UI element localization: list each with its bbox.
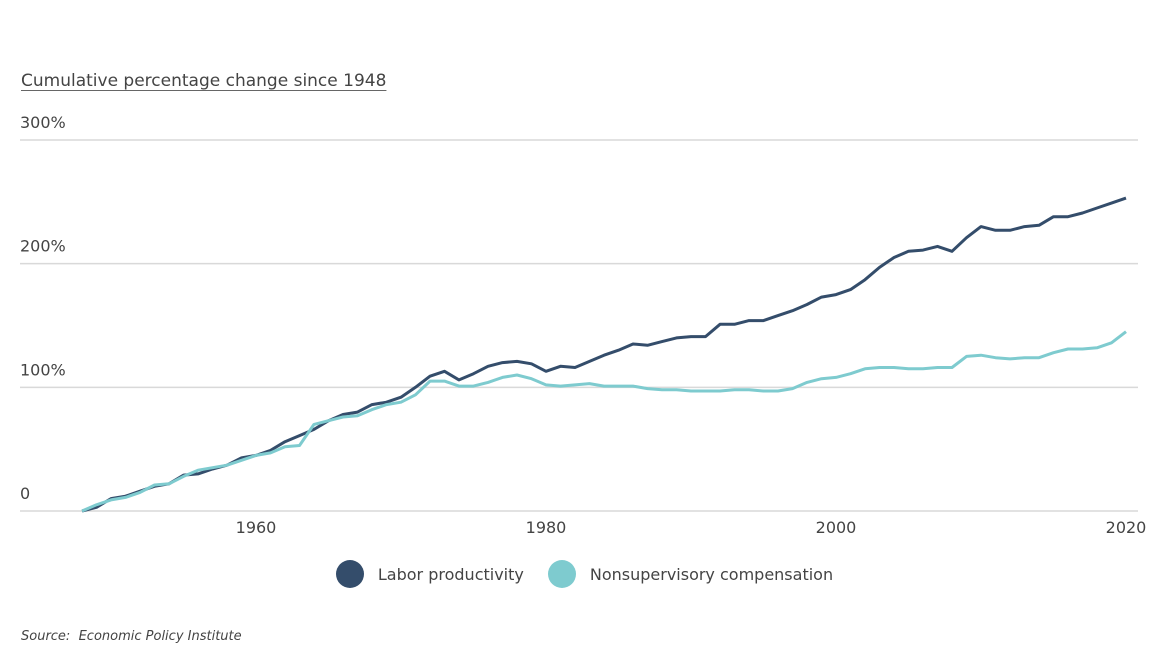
series-line-labor-productivity: [81, 196, 1127, 513]
y-tick-label: 200%: [20, 237, 66, 256]
y-tick-label: 100%: [20, 360, 66, 379]
x-tick-label: 2000: [816, 518, 857, 537]
legend-swatch: [335, 560, 364, 588]
legend-swatch: [547, 560, 576, 588]
legend-label: Labor productivity: [377, 564, 524, 584]
x-tick-label: 2020: [1106, 518, 1147, 537]
legend: Labor productivity Nonsupervisory compen…: [0, 560, 1169, 588]
source-text: Economic Policy Institute: [78, 629, 242, 644]
source-label: Source:: [21, 629, 71, 644]
legend-item-nonsupervisory-compensation: Nonsupervisory compensation: [547, 560, 834, 588]
x-tick-label: 1980: [526, 518, 567, 537]
source-note: Source: Economic Policy Institute: [21, 629, 242, 644]
legend-item-labor-productivity: Labor productivity: [335, 560, 524, 588]
legend-label: Nonsupervisory compensation: [589, 564, 834, 584]
x-tick-label: 1960: [236, 518, 277, 537]
series-line-nonsupervisory-compensation: [81, 330, 1127, 513]
y-tick-label: 300%: [20, 113, 66, 132]
line-chart: 0 100% 200% 300% 1960 1980 2000 2020: [20, 113, 1147, 537]
y-tick-label: 0: [20, 484, 30, 503]
chart-title: Cumulative percentage change since 1948: [21, 71, 387, 91]
